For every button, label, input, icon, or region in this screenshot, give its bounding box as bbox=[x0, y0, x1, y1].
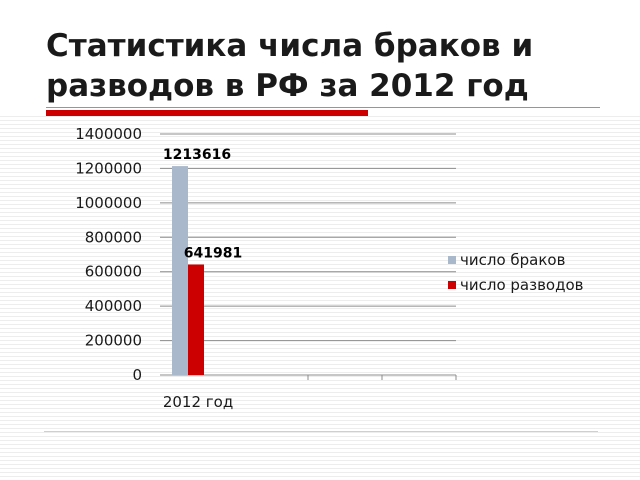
legend-swatch-0 bbox=[448, 256, 456, 264]
data-label-1-0: 641981 bbox=[184, 245, 242, 261]
legend-label-0: число браков bbox=[460, 251, 565, 269]
y-tick-label-1400000: 1400000 bbox=[75, 125, 142, 143]
y-tick-label-1000000: 1000000 bbox=[75, 194, 142, 212]
y-tick-label-200000: 200000 bbox=[85, 332, 142, 350]
y-tick-label-800000: 800000 bbox=[85, 228, 142, 246]
title-area: Статистика числа браков и разводов в РФ … bbox=[0, 0, 640, 116]
y-tick-label-0: 0 bbox=[132, 366, 142, 384]
y-tick-label-400000: 400000 bbox=[85, 297, 142, 315]
y-tick-label-600000: 600000 bbox=[85, 263, 142, 281]
legend-swatch-1 bbox=[448, 281, 456, 289]
bar-1-0 bbox=[188, 264, 204, 375]
slide-content-area bbox=[0, 116, 640, 480]
slide-title: Статистика числа браков и разводов в РФ … bbox=[46, 28, 534, 104]
title-divider-thin bbox=[46, 107, 600, 108]
bar-0-0 bbox=[172, 166, 188, 375]
title-divider-accent bbox=[46, 110, 368, 116]
y-tick-label-1200000: 1200000 bbox=[75, 159, 142, 177]
x-category-label-0: 2012 год bbox=[163, 393, 233, 411]
data-label-0-0: 1213616 bbox=[163, 147, 231, 163]
content-bottom-divider bbox=[44, 431, 598, 432]
legend-label-1: число разводов bbox=[460, 276, 584, 294]
